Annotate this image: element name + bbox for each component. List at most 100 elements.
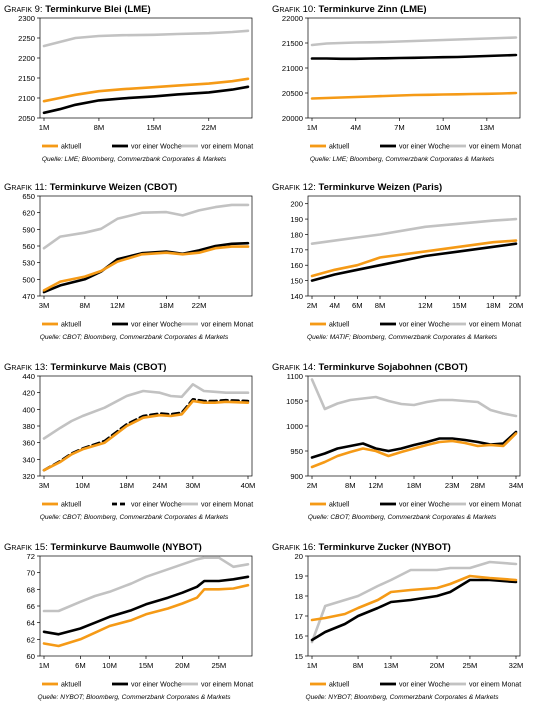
series-line-monat <box>42 29 250 48</box>
source-note: Quelle: MATIF; Bloomberg, Commerzbank Co… <box>306 334 498 341</box>
y-tick-label: 420 <box>22 389 35 398</box>
y-tick-label: 2050 <box>18 114 35 123</box>
y-tick-label: 17 <box>295 612 303 621</box>
series-line-aktuell <box>42 77 250 103</box>
y-tick-label: 320 <box>22 472 35 481</box>
chart-title-text: Terminkurve Weizen (Paris) <box>318 182 443 193</box>
y-tick-label: 380 <box>22 422 35 431</box>
y-tick-label: 19 <box>295 572 303 581</box>
y-tick-label: 180 <box>290 230 303 239</box>
series-line-woche <box>42 575 250 636</box>
y-tick-label: 18 <box>295 592 303 601</box>
chart-panel-3: Grafik 11: Terminkurve Weizen (CBOT) 470 5… <box>4 182 264 352</box>
line-chart: 60 62 64 66 68 70 72 1M 6M 10M 15M 20M 25M aktuell vor… <box>27 552 254 689</box>
x-tick-label: 1M <box>307 123 318 132</box>
grafik-number: Grafik 14: <box>272 362 316 373</box>
y-tick-label: 950 <box>290 447 303 456</box>
x-tick-label: 4M <box>350 123 361 132</box>
y-tick-label: 900 <box>290 472 303 481</box>
x-tick-label: 20M <box>509 301 524 310</box>
line-chart: 900 950 1000 1050 1100 2M 8M 12M 18M 23M 28M 34M akt… <box>286 372 523 509</box>
x-tick-label: 8M <box>94 123 105 132</box>
y-tick-label: 72 <box>27 552 35 561</box>
chart-panel-8: Grafik 16: Terminkurve Zucker (NYBOT) 15 1… <box>272 542 532 712</box>
chart-title-text: Terminkurve Weizen (CBOT) <box>49 182 178 193</box>
grafik-number: Grafik 12: <box>272 182 316 193</box>
legend-label-aktuell: aktuell <box>329 502 350 509</box>
legend-label-woche: vor einer Woche <box>399 322 450 329</box>
chart-panel-2: Grafik 10: Terminkurve Zinn (LME) 20000 20… <box>272 4 532 174</box>
series-line-monat <box>42 203 250 250</box>
y-tick-label: 2250 <box>18 34 35 43</box>
x-tick-label: 6M <box>75 661 86 670</box>
x-tick-label: 12M <box>368 481 383 490</box>
x-tick-label: 6M <box>352 301 363 310</box>
chart-title: Grafik 12: Terminkurve Weizen (Paris) <box>272 182 442 193</box>
x-tick-label: 40M <box>241 481 256 490</box>
series-line-monat <box>310 217 518 246</box>
legend-label-woche: vor einer Woche <box>131 144 182 151</box>
source-note: Quelle: NYBOT; Bloomberg, Commerzbank Co… <box>37 694 231 701</box>
series-line-aktuell <box>42 583 250 648</box>
y-tick-label: 66 <box>27 602 35 611</box>
plot-frame <box>39 17 253 119</box>
y-tick-label: 1050 <box>286 397 303 406</box>
chart-title-text: Terminkurve Zinn (LME) <box>318 4 427 15</box>
legend-label-monat: vor einem Monat <box>201 144 253 151</box>
line-chart: 140 150 160 170 180 190 200 2M 4M 6M 8M 12M 15M 18M 20… <box>290 195 524 329</box>
y-tick-label: 170 <box>290 246 303 255</box>
x-tick-label: 25M <box>211 661 226 670</box>
legend-label-monat: vor einem Monat <box>201 502 253 509</box>
x-tick-label: 25M <box>463 661 478 670</box>
y-tick-label: 2100 <box>18 94 35 103</box>
x-tick-label: 15M <box>146 123 161 132</box>
y-tick-label: 160 <box>290 261 303 270</box>
x-tick-label: 30M <box>185 481 200 490</box>
plot-frame <box>307 195 521 297</box>
x-tick-label: 15M <box>139 661 154 670</box>
y-tick-label: 650 <box>22 192 35 201</box>
chart-title-text: Terminkurve Zucker (NYBOT) <box>318 542 451 553</box>
legend-label-woche: vor einer Woche <box>131 322 182 329</box>
x-tick-label: 1M <box>307 661 318 670</box>
legend-label-monat: vor einem Monat <box>469 322 521 329</box>
chart-title-text: Terminkurve Sojabohnen (CBOT) <box>318 362 468 373</box>
line-chart: 20000 20500 21000 21500 22000 1M 4M 7M 10M 13M akt… <box>282 14 521 151</box>
legend-label-monat: vor einem Monat <box>469 502 521 509</box>
plot-frame <box>307 555 521 657</box>
grafik-number: Grafik 16: <box>272 542 316 553</box>
x-tick-label: 4M <box>329 301 340 310</box>
legend-label-aktuell: aktuell <box>61 144 82 151</box>
chart-title: Grafik 11: Terminkurve Weizen (CBOT) <box>4 182 177 193</box>
legend-label-monat: vor einem Monat <box>201 322 253 329</box>
grafik-number: Grafik 9: <box>4 4 43 15</box>
line-chart: 15 16 17 18 19 20 1M 8M 13M 20M 25M 32M aktuell vor e… <box>295 552 524 689</box>
x-tick-label: 3M <box>39 301 50 310</box>
x-tick-label: 2M <box>307 301 318 310</box>
series-line-aktuell <box>310 91 518 100</box>
series-line-monat <box>310 560 518 644</box>
y-tick-label: 20000 <box>282 114 303 123</box>
x-tick-label: 18M <box>407 481 422 490</box>
legend-label-monat: vor einem Monat <box>469 144 521 151</box>
x-tick-label: 8M <box>375 301 386 310</box>
grafik-number: Grafik 15: <box>4 542 48 553</box>
series-line-woche <box>310 242 518 282</box>
chart-title-text: Terminkurve Mais (CBOT) <box>50 362 167 373</box>
y-tick-label: 140 <box>290 292 303 301</box>
chart-panel-6: Grafik 14: Terminkurve Sojabohnen (CBOT)… <box>272 362 532 532</box>
y-tick-label: 560 <box>22 242 35 251</box>
chart-panel-1: Grafik 9: Terminkurve Blei (LME) 2050 2100… <box>4 4 264 174</box>
chart-title-text: Terminkurve Blei (LME) <box>45 4 151 15</box>
legend-label-woche: vor einer Woche <box>399 144 450 151</box>
x-tick-label: 3M <box>39 481 50 490</box>
chart-panel-7: Grafik 15: Terminkurve Baumwolle (NYBOT)… <box>4 542 264 712</box>
x-tick-label: 12M <box>418 301 433 310</box>
x-tick-label: 13M <box>384 661 399 670</box>
series-line-woche <box>310 430 518 459</box>
series-line-aktuell <box>310 432 518 469</box>
legend-label-woche: vor einer Woche <box>131 682 182 689</box>
series-line-woche <box>42 85 250 115</box>
legend-label-monat: vor einem Monat <box>201 682 253 689</box>
x-tick-label: 13M <box>479 123 494 132</box>
